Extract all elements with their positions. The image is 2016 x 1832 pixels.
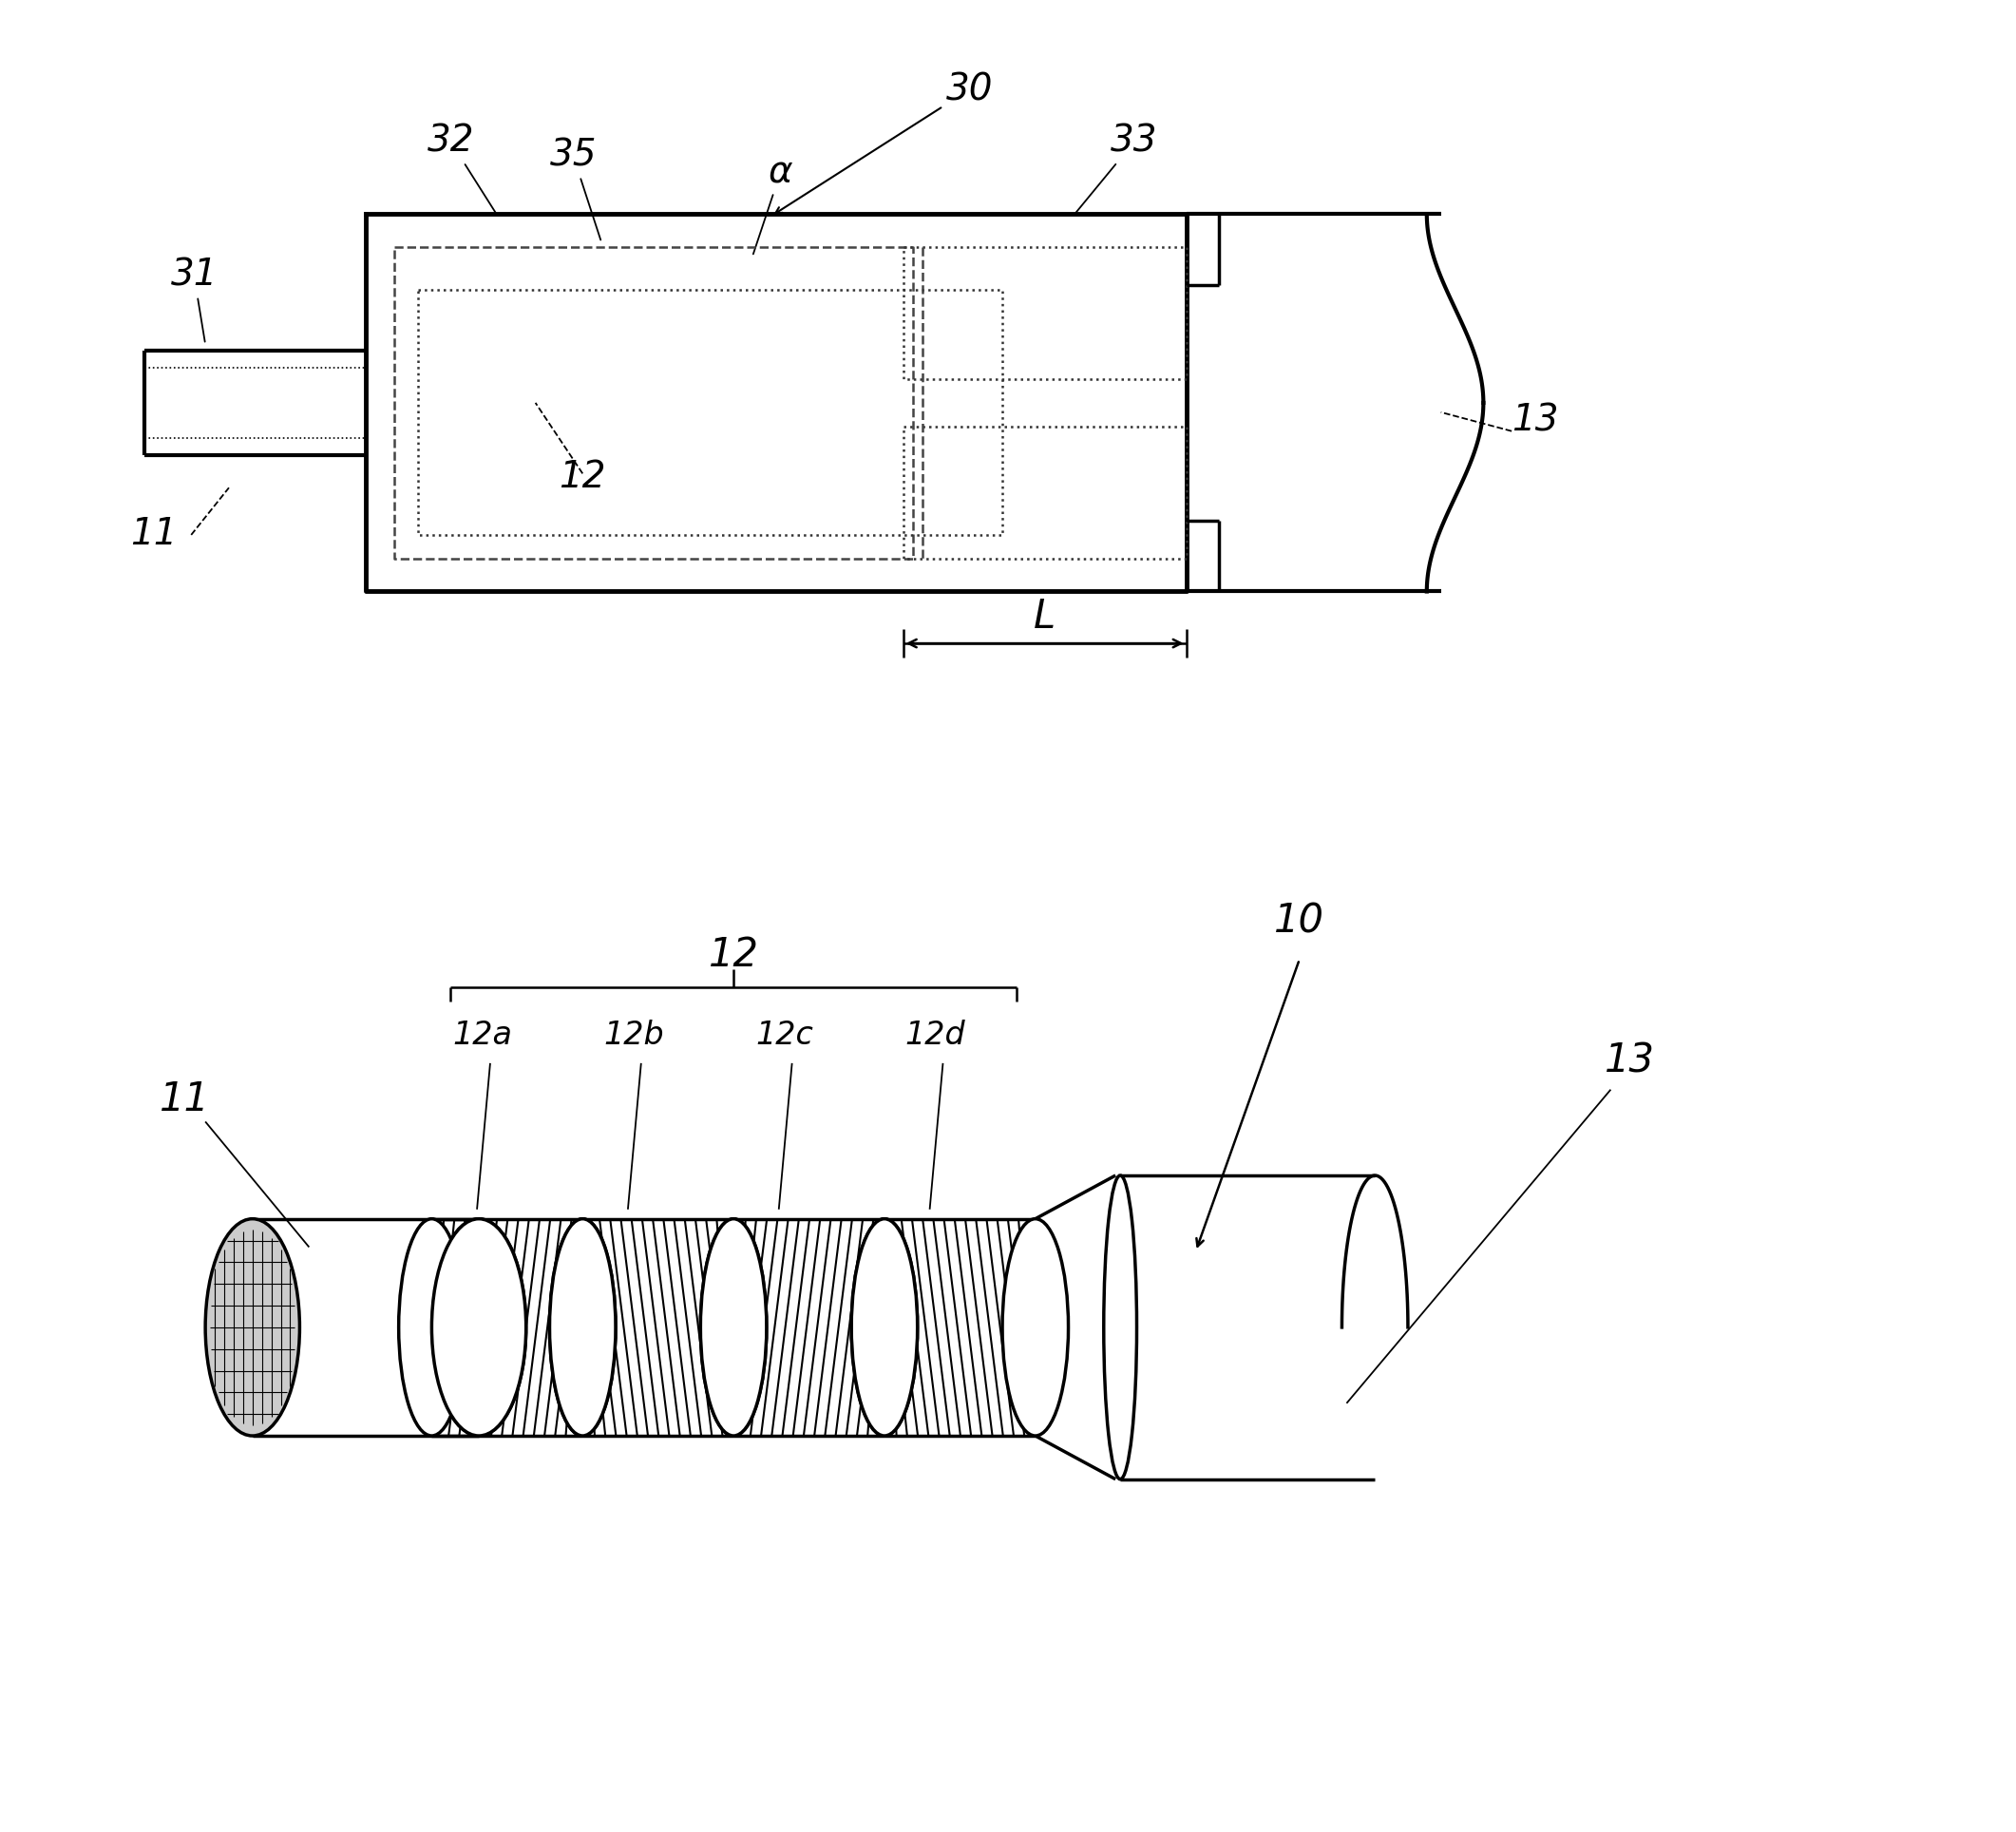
Text: 12b: 12b	[603, 1020, 663, 1052]
Ellipse shape	[431, 1218, 526, 1436]
Text: $\alpha$: $\alpha$	[754, 154, 794, 255]
Ellipse shape	[851, 1218, 917, 1436]
Ellipse shape	[206, 1218, 300, 1436]
Ellipse shape	[1103, 1176, 1137, 1478]
Text: 11: 11	[159, 1079, 210, 1119]
Ellipse shape	[550, 1218, 615, 1436]
Text: 30: 30	[776, 71, 992, 213]
Ellipse shape	[399, 1218, 466, 1436]
Text: 12: 12	[708, 934, 758, 975]
Text: 33: 33	[1075, 123, 1157, 214]
Ellipse shape	[550, 1218, 615, 1436]
Text: 12d: 12d	[905, 1020, 966, 1052]
Text: 32: 32	[427, 123, 496, 214]
Ellipse shape	[431, 1218, 526, 1436]
Text: 13: 13	[1512, 403, 1558, 438]
Ellipse shape	[700, 1218, 766, 1436]
Ellipse shape	[851, 1218, 917, 1436]
Ellipse shape	[1002, 1218, 1068, 1436]
Text: 12: 12	[558, 460, 607, 495]
Text: 31: 31	[171, 258, 218, 343]
Text: 13: 13	[1605, 1041, 1655, 1081]
Text: 11: 11	[129, 517, 177, 551]
Text: 12a: 12a	[454, 1020, 512, 1052]
Text: 35: 35	[550, 137, 601, 240]
Text: 12c: 12c	[756, 1020, 812, 1052]
Text: L: L	[1034, 597, 1056, 638]
Ellipse shape	[700, 1218, 766, 1436]
Text: 10: 10	[1274, 901, 1325, 942]
